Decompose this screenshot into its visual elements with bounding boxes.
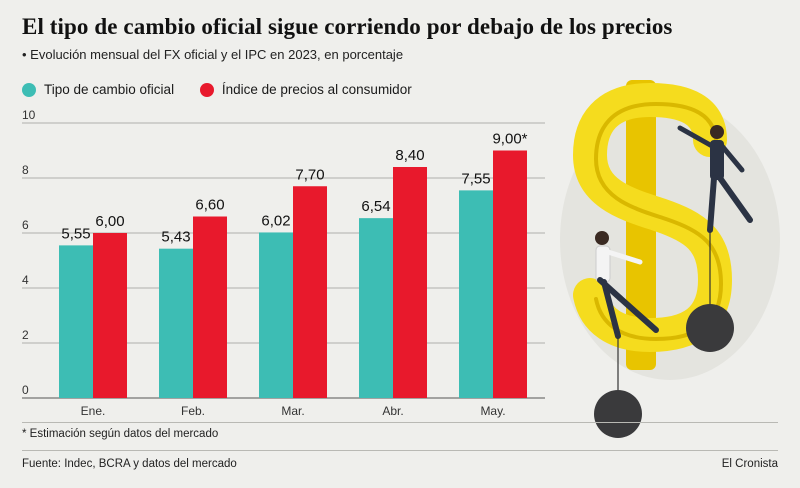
x-tick-label: Ene.: [81, 404, 106, 418]
data-label: 8,40: [395, 147, 424, 164]
data-label: 6,54: [361, 198, 390, 215]
climber-bottom: [594, 231, 659, 438]
x-tick-label: Abr.: [382, 404, 403, 418]
y-tick-label: 6: [22, 218, 29, 232]
legend: Tipo de cambio oficial Índice de precios…: [22, 82, 434, 100]
data-label: 6,00: [95, 213, 124, 230]
data-label: 5,43: [161, 229, 190, 246]
chart-subtitle: • Evolución mensual del FX oficial y el …: [22, 47, 404, 62]
dollar-sign-icon: [572, 80, 733, 370]
dollar-climbers-illustration: [560, 80, 780, 438]
data-label: 7,55: [461, 170, 490, 187]
footnote-divider: [22, 422, 778, 423]
source-note: Fuente: Indec, BCRA y datos del mercado: [22, 458, 237, 470]
data-label: 6,60: [195, 197, 224, 214]
legend-swatch-fx: [22, 82, 36, 97]
climber-top: [677, 125, 753, 352]
data-label: 6,02: [261, 212, 290, 229]
x-tick-label: May.: [480, 404, 505, 418]
x-tick-label: Feb.: [181, 404, 205, 418]
bar: [93, 233, 127, 398]
data-label: 9,00*: [492, 131, 527, 148]
legend-swatch-ipc: [199, 82, 214, 97]
y-tick-label: 0: [22, 383, 29, 397]
legend-item-fx: Tipo de cambio oficial: [22, 82, 174, 97]
y-tick-label: 4: [22, 273, 29, 287]
y-tick-label: 2: [22, 328, 29, 342]
data-label: 5,55: [61, 225, 90, 242]
data-label: 7,70: [295, 166, 324, 183]
bar-chart: 0 2 4 6 8 10 5,55 6,00 Ene. 5,43 6,60 Feb. 6,02 7,70 M…: [22, 108, 545, 418]
x-tick-label: Mar.: [281, 404, 304, 418]
source-divider: [22, 450, 778, 451]
bar: [459, 190, 493, 398]
y-tick-label: 8: [22, 163, 29, 177]
bar: [159, 248, 193, 398]
footnote: * Estimación según datos del mercado: [22, 428, 219, 440]
bar: [393, 167, 427, 398]
bar: [259, 232, 293, 398]
chart-title: El tipo de cambio oficial sigue corriend…: [22, 14, 673, 39]
legend-label-ipc: Índice de precios al consumidor: [221, 82, 412, 97]
legend-item-ipc: Índice de precios al consumidor: [199, 82, 412, 97]
bar: [293, 186, 327, 398]
y-tick-label: 10: [22, 108, 36, 122]
bar: [193, 216, 227, 398]
legend-label-fx: Tipo de cambio oficial: [44, 82, 175, 97]
bar: [359, 218, 393, 398]
bar: [493, 150, 527, 398]
brand-label: El Cronista: [721, 458, 778, 470]
bar: [59, 245, 93, 398]
